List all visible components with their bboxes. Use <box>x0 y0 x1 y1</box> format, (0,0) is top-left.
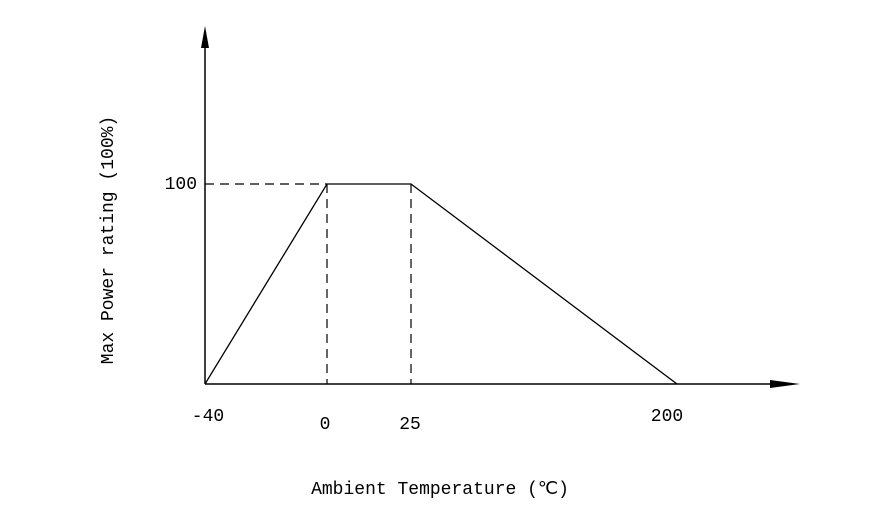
x-tick-label: 25 <box>399 415 421 435</box>
y-axis-arrow <box>201 26 209 48</box>
x-tick-label: 0 <box>320 415 331 435</box>
y-axis-label: Max Power rating (100%) <box>99 116 119 364</box>
y-tick-label: 100 <box>165 175 197 195</box>
x-tick-label: 200 <box>651 407 683 427</box>
derating-line <box>204 183 678 385</box>
x-tick-label: -40 <box>192 407 224 427</box>
x-axis-arrow <box>770 380 800 388</box>
x-axis-label: Ambient Temperature (℃) <box>311 480 569 500</box>
